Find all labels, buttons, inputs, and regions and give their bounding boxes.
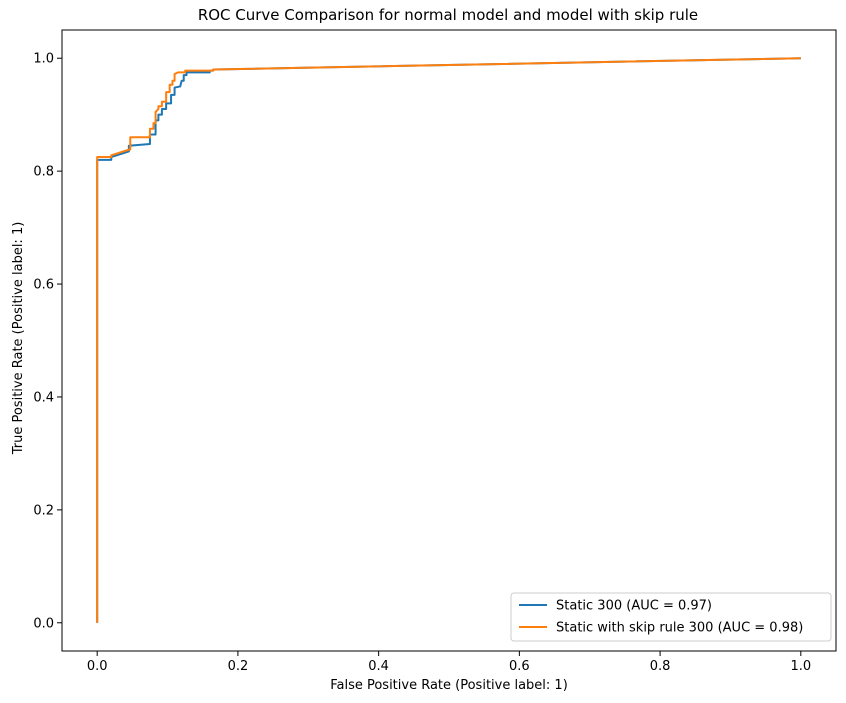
series-line-static-300 xyxy=(96,57,801,623)
y-tick-label: 0.8 xyxy=(33,165,54,180)
y-tick-label: 0.2 xyxy=(33,503,54,518)
x-axis-label: False Positive Rate (Positive label: 1) xyxy=(330,678,568,693)
axes-layer: 0.0 0.2 0.4 0.6 0.8 1.0 0.0 0.2 0.4 0.6 0.8 1.0 xyxy=(33,29,837,674)
legend: Static 300 (AUC = 0.97) Static with skip… xyxy=(510,592,832,642)
y-tick-label: 0.6 xyxy=(33,278,54,293)
y-tick-label: 1.0 xyxy=(33,52,54,67)
y-axis-label: True Positive Rate (Positive label: 1) xyxy=(11,222,26,456)
series-layer xyxy=(96,57,801,623)
x-tick-label: 0.0 xyxy=(87,659,108,674)
chart-title: ROC Curve Comparison for normal model an… xyxy=(198,6,698,24)
y-tick-label: 0.0 xyxy=(33,616,54,631)
legend-label-static-skip-rule-300: Static with skip rule 300 (AUC = 0.98) xyxy=(556,621,803,636)
plot-frame xyxy=(61,29,837,652)
series-line-static-skip-rule-300 xyxy=(96,57,801,623)
x-tick-label: 0.8 xyxy=(650,659,671,674)
legend-label-static-300: Static 300 (AUC = 0.97) xyxy=(556,599,712,614)
legend-frame xyxy=(510,592,832,642)
x-tick-label: 0.6 xyxy=(509,659,530,674)
x-tick-label: 0.4 xyxy=(368,659,389,674)
x-tick-label: 0.2 xyxy=(228,659,249,674)
y-tick-label: 0.4 xyxy=(33,390,54,405)
x-tick-label: 1.0 xyxy=(790,659,811,674)
